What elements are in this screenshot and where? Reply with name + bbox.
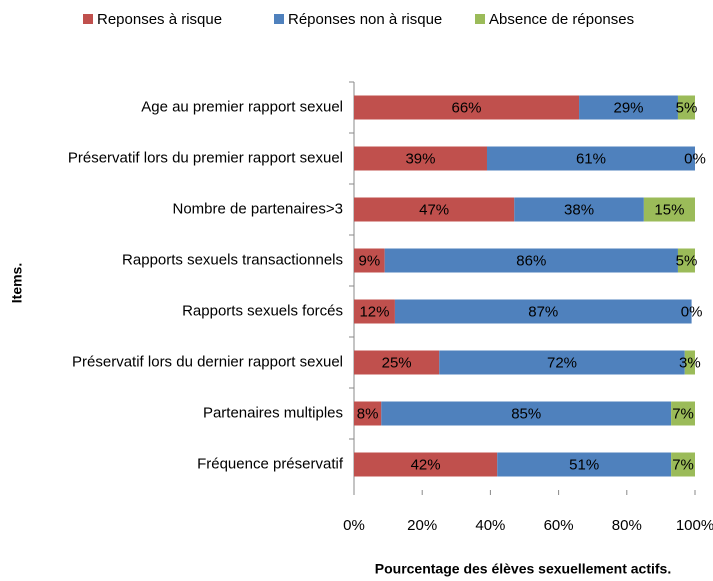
bar-segment — [684, 350, 695, 375]
data-label: 3% — [679, 354, 701, 371]
bar-segment — [354, 95, 580, 120]
bar-segment — [497, 452, 672, 477]
x-tick-label: 0% — [343, 517, 365, 534]
bar-segment — [354, 401, 382, 426]
x-tick-label: 60% — [544, 517, 574, 534]
bar-segment — [354, 350, 440, 375]
bar-segment — [354, 248, 385, 273]
legend-swatch — [475, 14, 485, 24]
bar-segment — [514, 197, 644, 222]
bar-segment — [677, 95, 695, 120]
data-label: 87% — [528, 303, 558, 320]
bar-segment — [671, 452, 695, 477]
bar-segment — [643, 197, 695, 222]
legend-label: Réponses non à risque — [288, 11, 442, 28]
y-tick-label: Rapports sexuels forcés — [182, 302, 343, 319]
legend-swatch — [83, 14, 93, 24]
legend-label: Absence de réponses — [489, 11, 634, 28]
bar-segment — [439, 350, 685, 375]
data-label: 86% — [516, 252, 546, 269]
bar-segment — [354, 452, 498, 477]
bar-segment — [486, 146, 695, 171]
data-label: 25% — [382, 354, 412, 371]
data-label: 42% — [411, 456, 441, 473]
data-label: 12% — [359, 303, 389, 320]
bar-segment — [381, 401, 672, 426]
y-tick-label: Partenaires multiples — [203, 404, 343, 421]
y-tick-label: Fréquence préservatif — [197, 455, 344, 472]
bar-segment — [394, 299, 692, 324]
y-tick-label: Préservatif lors du dernier rapport sexu… — [72, 353, 343, 370]
bar-segment — [384, 248, 678, 273]
data-label: 72% — [547, 354, 577, 371]
y-tick-label: Nombre de partenaires>3 — [172, 200, 343, 217]
data-label: 7% — [672, 405, 694, 422]
bar-segment — [354, 299, 395, 324]
data-label: 9% — [359, 252, 381, 269]
bar-segment — [671, 401, 695, 426]
bar-segment — [354, 146, 487, 171]
y-tick-label: Age au premier rapport sexuel — [141, 98, 343, 115]
data-label: 29% — [613, 99, 643, 116]
data-label: 85% — [511, 405, 541, 422]
legend-swatch — [274, 14, 284, 24]
data-label: 0% — [684, 150, 706, 167]
y-axis-label: Items. — [9, 263, 25, 303]
data-label: 38% — [564, 201, 594, 218]
y-tick-label: Préservatif lors du premier rapport sexu… — [68, 149, 343, 166]
y-tick-label: Rapports sexuels transactionnels — [122, 251, 343, 268]
bar-segment — [354, 197, 515, 222]
data-label: 5% — [676, 99, 698, 116]
x-tick-label: 20% — [407, 517, 437, 534]
x-tick-label: 100% — [676, 517, 713, 534]
data-label: 66% — [452, 99, 482, 116]
x-axis-label: Pourcentage des élèves sexuellement acti… — [375, 561, 671, 577]
data-label: 51% — [569, 456, 599, 473]
data-label: 61% — [576, 150, 606, 167]
data-label: 0% — [681, 303, 703, 320]
x-tick-label: 80% — [612, 517, 642, 534]
data-label: 8% — [357, 405, 379, 422]
bar-segment — [677, 248, 695, 273]
data-label: 15% — [654, 201, 684, 218]
data-label: 7% — [672, 456, 694, 473]
legend-label: Reponses à risque — [97, 11, 222, 28]
x-tick-label: 40% — [475, 517, 505, 534]
data-label: 5% — [676, 252, 698, 269]
data-label: 39% — [405, 150, 435, 167]
data-label: 47% — [419, 201, 449, 218]
bar-segment — [579, 95, 678, 120]
